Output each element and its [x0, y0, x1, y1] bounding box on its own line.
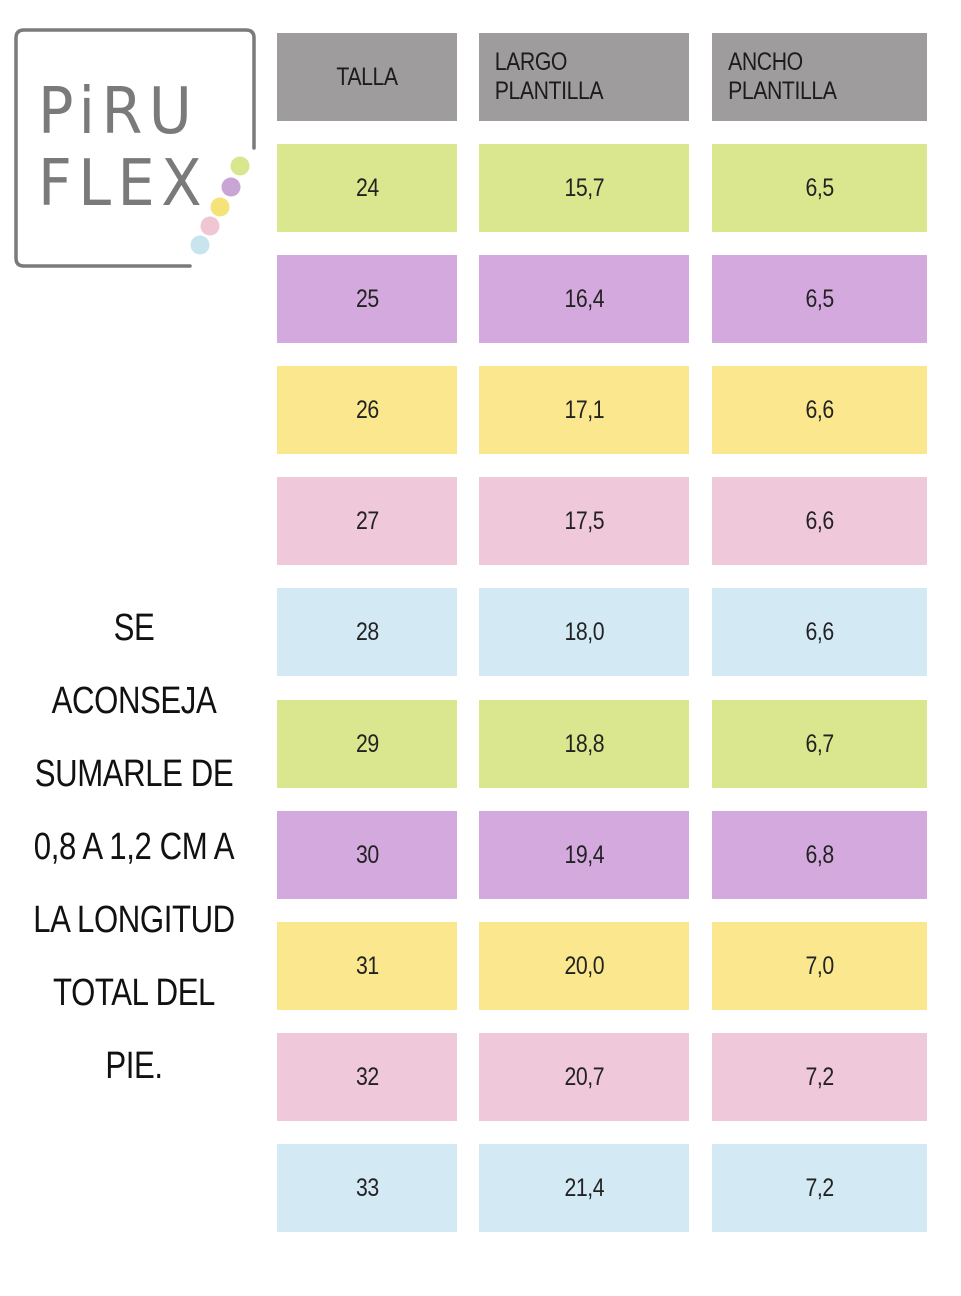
cell-ancho: 6,6: [712, 366, 927, 454]
cell-talla: 26: [277, 366, 457, 454]
cell-talla: 28: [277, 588, 457, 676]
note-line: TOTAL DEL PIE.: [53, 972, 215, 1087]
cell-largo: 18,0: [479, 588, 689, 676]
cell-talla: 29: [277, 700, 457, 788]
cell-largo: 17,5: [479, 477, 689, 565]
cell-ancho: 6,8: [712, 811, 927, 899]
cell-talla: 24: [277, 144, 457, 232]
logo-text-line2: FLEX: [38, 147, 208, 221]
cell-ancho: 6,7: [712, 700, 927, 788]
cell-largo: 19,4: [479, 811, 689, 899]
cell-ancho: 6,6: [712, 588, 927, 676]
note-line: 0,8 A 1,2 CM A: [33, 826, 235, 868]
header-talla: TALLA: [277, 33, 457, 121]
cell-talla: 25: [277, 255, 457, 343]
cell-ancho: 6,6: [712, 477, 927, 565]
cell-ancho: 7,2: [712, 1144, 927, 1232]
cell-largo: 20,0: [479, 922, 689, 1010]
cell-talla: 30: [277, 811, 457, 899]
logo-dot: [200, 216, 220, 236]
logo-frame: [14, 28, 256, 268]
note-line: SUMARLE DE: [34, 753, 234, 795]
fit-advice-note: SE ACONSEJA SUMARLE DE 0,8 A 1,2 CM A LA…: [32, 592, 235, 1103]
logo-dot: [210, 197, 230, 217]
cell-largo: 17,1: [479, 366, 689, 454]
cell-talla: 31: [277, 922, 457, 1010]
cell-talla: 27: [277, 477, 457, 565]
cell-ancho: 6,5: [712, 255, 927, 343]
piruflex-logo: PiRU FLEX: [14, 28, 256, 268]
cell-ancho: 7,0: [712, 922, 927, 1010]
cell-largo: 21,4: [479, 1144, 689, 1232]
cell-largo: 18,8: [479, 700, 689, 788]
cell-largo: 20,7: [479, 1033, 689, 1121]
logo-dot: [190, 235, 210, 255]
cell-talla: 32: [277, 1033, 457, 1121]
cell-largo: 16,4: [479, 255, 689, 343]
cell-ancho: 7,2: [712, 1033, 927, 1121]
note-line: SE ACONSEJA: [51, 607, 217, 722]
logo-dot: [230, 156, 250, 176]
note-line: LA LONGITUD: [33, 899, 235, 941]
cell-talla: 33: [277, 1144, 457, 1232]
logo-text-line1: PiRU: [38, 75, 199, 149]
header-ancho-plantilla: ANCHO PLANTILLA: [712, 33, 927, 121]
cell-ancho: 6,5: [712, 144, 927, 232]
logo-dot: [221, 177, 241, 197]
cell-largo: 15,7: [479, 144, 689, 232]
header-largo-plantilla: LARGO PLANTILLA: [479, 33, 689, 121]
